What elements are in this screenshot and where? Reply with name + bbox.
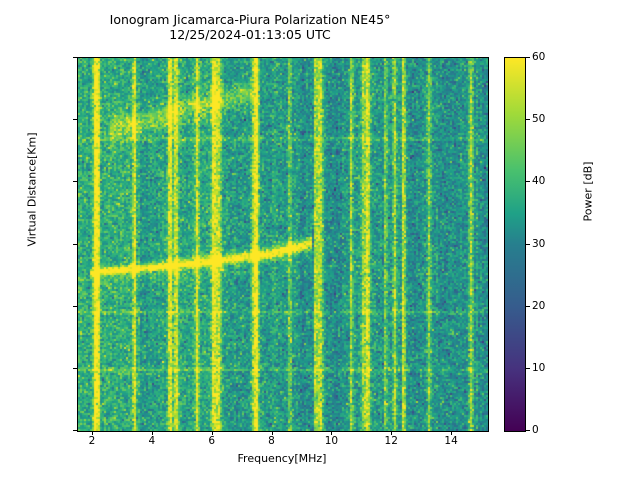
x-tick-mark	[151, 431, 153, 435]
x-tick-label: 10	[324, 435, 339, 447]
colorbar-tick-label: 20	[532, 299, 546, 312]
x-axis-label: Frequency[MHz]	[237, 452, 327, 465]
x-tick-label: 6	[208, 435, 215, 447]
colorbar-tick-mark	[526, 119, 530, 121]
figure-title: Ionogram Jicamarca-Piura Polarization NE…	[0, 12, 500, 42]
heatmap-image	[78, 58, 488, 431]
colorbar-tick-mark	[526, 305, 530, 307]
x-tick-mark	[211, 431, 213, 435]
colorbar-tick-label: 0	[532, 424, 539, 436]
y-tick-mark	[73, 430, 77, 431]
x-tick-label: 2	[88, 435, 96, 447]
colorbar-tick-mark	[526, 367, 530, 369]
y-tick-mark	[73, 243, 77, 245]
colorbar-tick-label: 40	[532, 175, 546, 188]
x-tick-label: 12	[384, 435, 398, 447]
colorbar-tick-label: 30	[532, 237, 546, 250]
ionogram-heatmap-plot	[77, 57, 489, 432]
y-tick-mark	[73, 57, 77, 58]
y-tick-mark	[73, 305, 77, 307]
x-tick-label: 4	[148, 435, 156, 447]
colorbar-tick-mark	[526, 181, 530, 183]
colorbar-tick-label: 50	[532, 113, 546, 126]
x-tick-mark	[331, 431, 333, 435]
colorbar-label: Power [dB]	[581, 161, 595, 222]
x-tick-label: 14	[444, 435, 458, 447]
x-tick-mark	[451, 431, 453, 435]
y-axis-label: Virtual Distance[Km]	[25, 132, 39, 247]
colorbar-tick-mark	[526, 430, 530, 431]
colorbar-tick-label: 10	[532, 361, 546, 374]
title-line-1: Ionogram Jicamarca-Piura Polarization NE…	[109, 12, 391, 27]
colorbar-tick-label: 60	[532, 51, 546, 63]
x-tick-mark	[391, 431, 393, 435]
y-tick-mark	[73, 119, 77, 121]
y-tick-mark	[73, 181, 77, 183]
colorbar-tick-mark	[526, 243, 530, 245]
colorbar-tick-mark	[526, 57, 530, 58]
y-tick-mark	[73, 367, 77, 369]
x-tick-mark	[271, 431, 273, 435]
title-line-2: 12/25/2024-01:13:05 UTC	[169, 27, 331, 42]
x-tick-label: 8	[268, 435, 275, 447]
colorbar	[504, 57, 526, 432]
x-tick-mark	[91, 431, 93, 435]
